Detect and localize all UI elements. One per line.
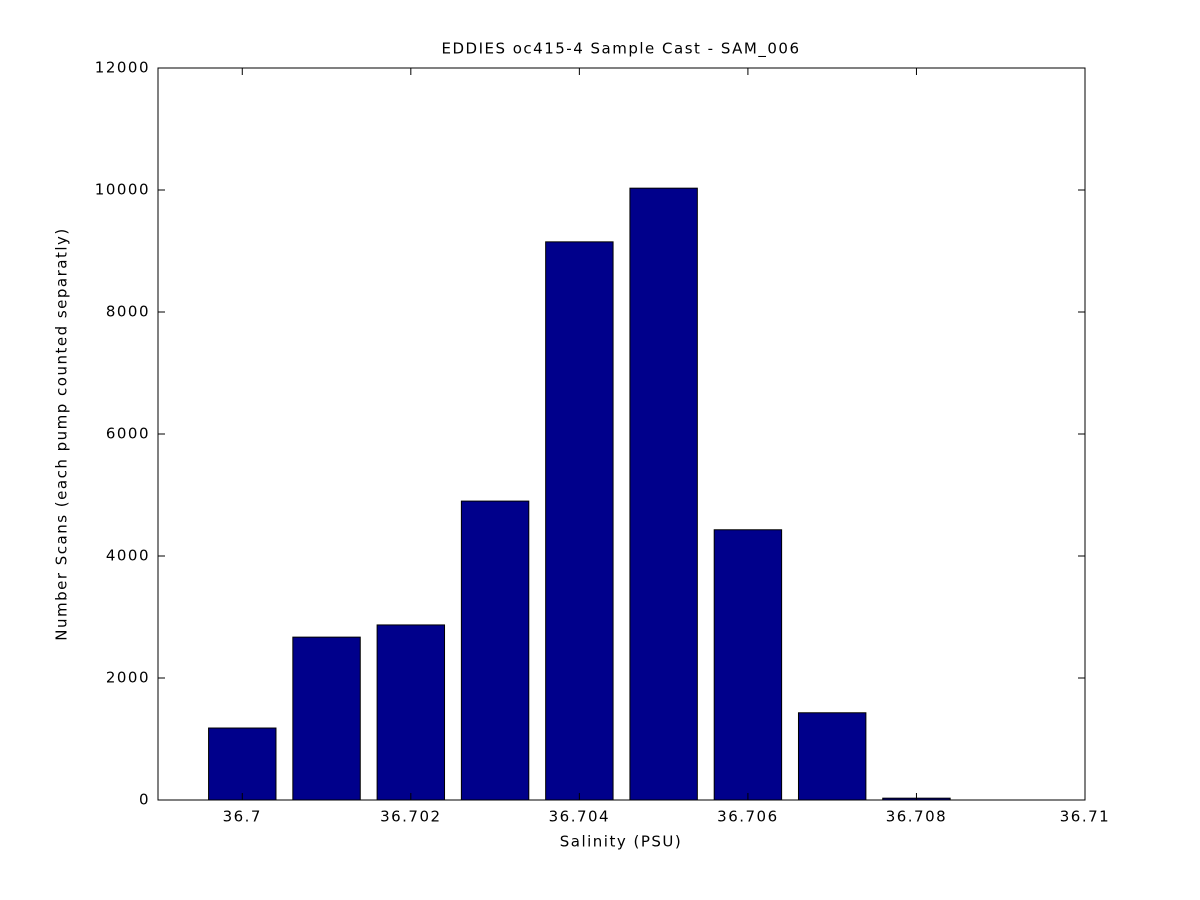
x-tick-label: 36.71 xyxy=(1060,808,1110,826)
x-tick-label: 36.7 xyxy=(223,808,262,826)
y-tick-label: 4000 xyxy=(106,547,150,565)
x-tick-label: 36.702 xyxy=(380,808,442,826)
bar xyxy=(208,727,277,801)
y-tick-label: 12000 xyxy=(95,59,150,77)
y-tick-label: 2000 xyxy=(106,669,150,687)
y-tick-label: 6000 xyxy=(106,425,150,443)
y-tick-label: 8000 xyxy=(106,303,150,321)
bar xyxy=(460,500,530,801)
bar xyxy=(376,624,446,801)
x-tick-label: 36.708 xyxy=(886,808,948,826)
bar xyxy=(545,241,614,801)
bar xyxy=(797,712,867,801)
bar xyxy=(292,636,361,801)
x-tick-label: 36.706 xyxy=(717,808,779,826)
y-tick-label: 0 xyxy=(139,791,150,809)
bar xyxy=(629,187,698,801)
bar xyxy=(713,529,783,801)
y-axis-label: Number Scans (each pump counted separatl… xyxy=(53,227,71,641)
chart-title: EDDIES oc415-4 Sample Cast - SAM_006 xyxy=(441,40,800,59)
y-tick-label: 10000 xyxy=(95,181,150,199)
x-axis-label: Salinity (PSU) xyxy=(560,833,683,851)
x-tick-label: 36.704 xyxy=(549,808,611,826)
